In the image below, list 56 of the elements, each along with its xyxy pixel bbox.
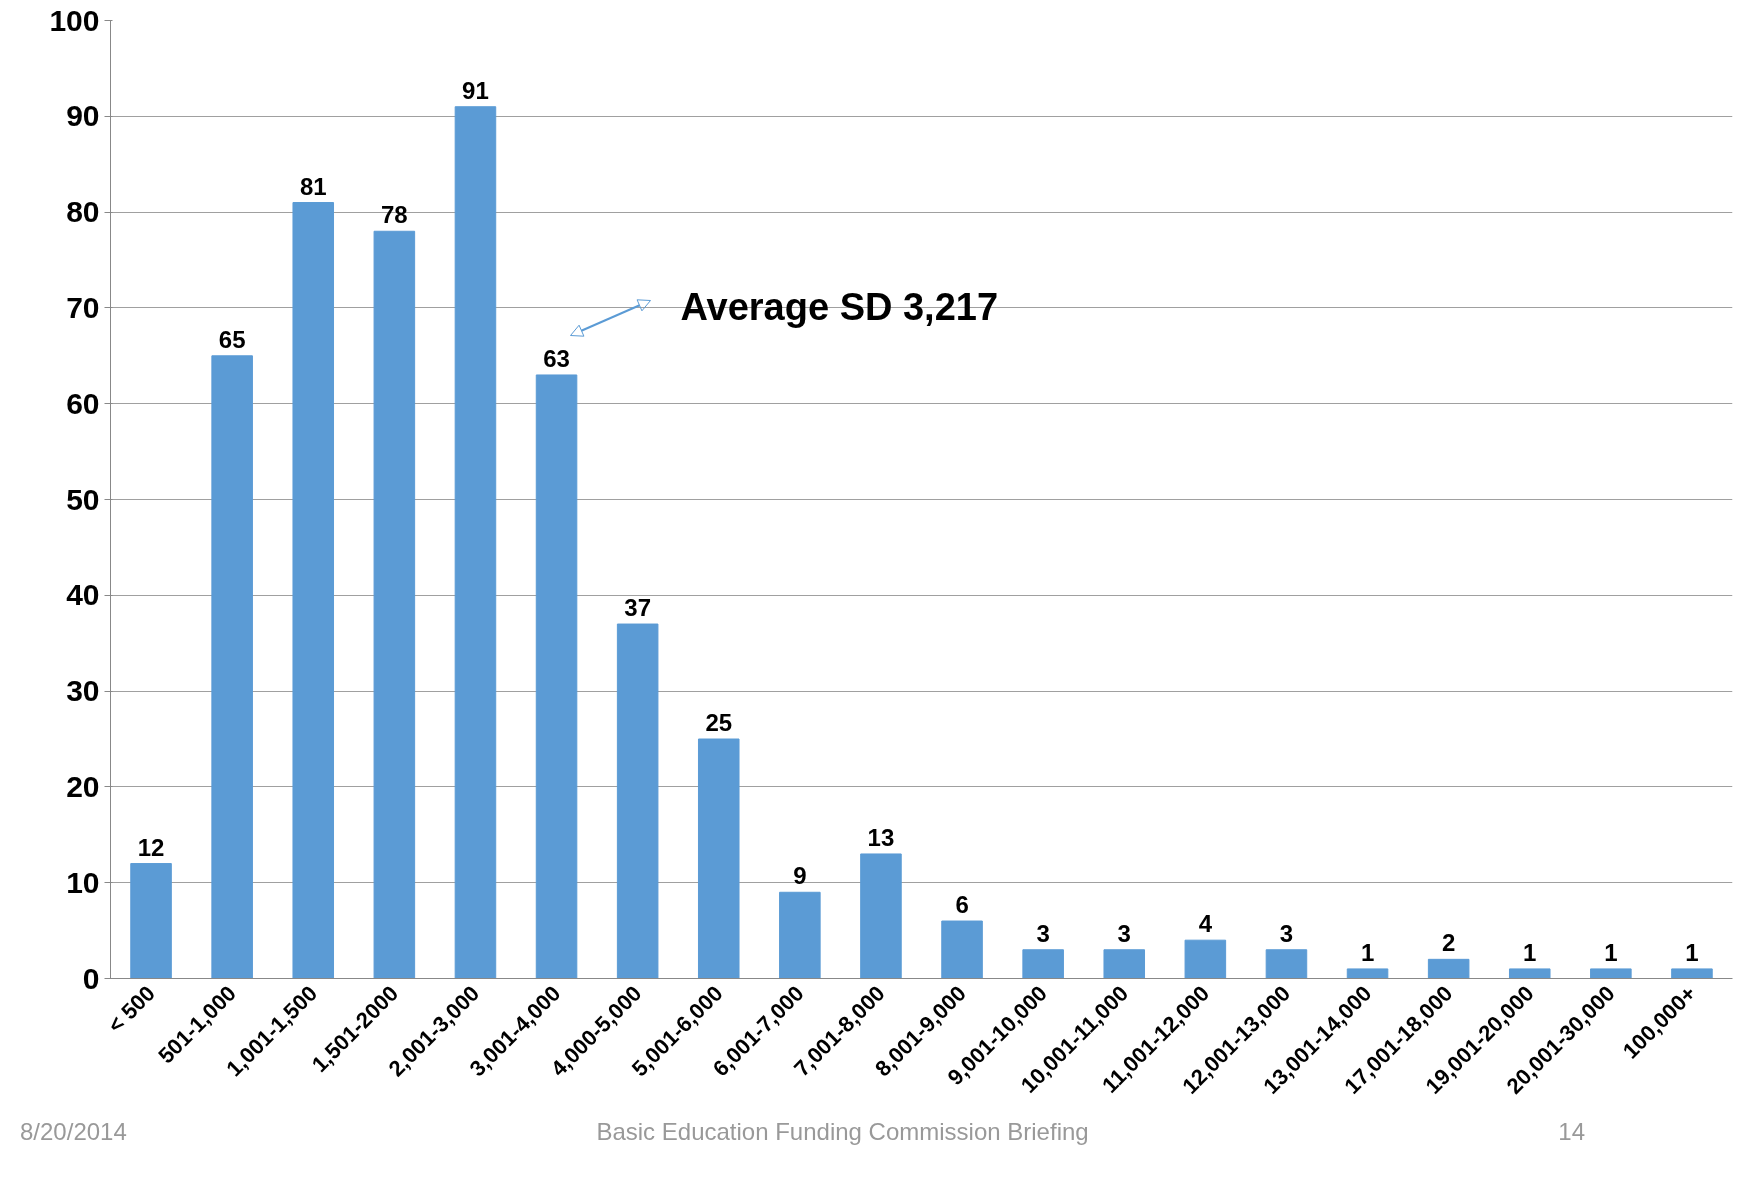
x-tick-label: < 500: [102, 980, 160, 1038]
bar: [535, 374, 578, 979]
y-tick-label: 50: [66, 482, 100, 516]
data-label: 37: [624, 594, 652, 622]
bar: [697, 738, 740, 979]
y-tick-label: 60: [66, 386, 100, 420]
data-label: 1: [1685, 938, 1699, 966]
y-tick-label: 40: [66, 578, 100, 612]
data-label: 9: [793, 862, 807, 890]
data-label: 91: [462, 76, 489, 104]
data-label: 78: [381, 201, 408, 229]
data-label: 6: [955, 891, 969, 919]
bar: [1508, 968, 1551, 979]
bar: [1671, 968, 1713, 979]
y-tick-label: 30: [66, 674, 100, 708]
bar: [1346, 968, 1389, 979]
y-tick-label: 90: [66, 99, 100, 133]
text: 14: [1558, 1117, 1585, 1147]
bar: [860, 853, 902, 979]
bar: [373, 230, 416, 979]
data-label: 4: [1198, 910, 1213, 938]
text: 8/20/2014: [20, 1117, 127, 1147]
bar: [616, 623, 659, 979]
data-label: 1: [1604, 938, 1618, 966]
bar: [1590, 968, 1632, 979]
data-label: 13: [867, 823, 895, 851]
bar: [1022, 949, 1064, 979]
data-label: 3: [1117, 919, 1131, 947]
data-label: 3: [1279, 919, 1294, 947]
data-label: 12: [137, 833, 165, 861]
bar: [1427, 958, 1470, 979]
y-tick-label: 10: [66, 865, 100, 899]
text: Basic Education Funding Commission Briefing: [596, 1117, 1089, 1147]
bar: [211, 355, 253, 979]
data-label: 65: [218, 325, 246, 353]
data-label: 3: [1036, 919, 1050, 947]
y-tick-label: 0: [82, 961, 100, 995]
data-label: 25: [705, 709, 733, 736]
y-tick-label: 100: [49, 3, 100, 37]
y-tick-label: 20: [66, 769, 100, 803]
bar: [941, 920, 983, 979]
y-tick-label: 70: [66, 290, 100, 324]
bar: [1184, 939, 1227, 979]
bar: [1265, 949, 1308, 979]
data-label: 2: [1441, 929, 1456, 957]
data-label: 81: [299, 172, 327, 200]
y-tick-label: 80: [66, 195, 100, 229]
bar: [779, 891, 821, 979]
bar: [1103, 949, 1146, 979]
data-label: 63: [543, 344, 570, 372]
data-label: 1: [1360, 938, 1375, 966]
bar: [454, 106, 497, 979]
bar: [292, 202, 335, 979]
bar: [130, 863, 172, 979]
data-label: 1: [1523, 938, 1537, 966]
annotation: Average SD 3,217: [680, 285, 999, 328]
